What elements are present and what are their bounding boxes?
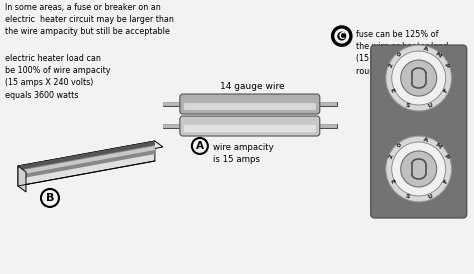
Text: F: F	[443, 179, 449, 185]
Polygon shape	[18, 141, 155, 170]
Circle shape	[192, 138, 208, 154]
Text: S: S	[405, 103, 410, 109]
FancyBboxPatch shape	[184, 125, 316, 132]
Text: A: A	[422, 137, 428, 143]
Circle shape	[332, 26, 352, 46]
Polygon shape	[18, 144, 155, 179]
Text: electric heater load can
be 100% of wire ampacity
(15 amps X 240 volts)
equals 3: electric heater load can be 100% of wire…	[5, 54, 110, 99]
Text: In some areas, a fuse or breaker on an
electric  heater circuit may be larger th: In some areas, a fuse or breaker on an e…	[5, 3, 174, 36]
Text: A: A	[422, 46, 428, 52]
Circle shape	[41, 189, 59, 207]
FancyBboxPatch shape	[184, 103, 316, 110]
Text: fuse can be 125% of
the wire or heater load
(15 amps X 125%) -
roughly 20 amps: fuse can be 125% of the wire or heater l…	[356, 30, 448, 76]
Text: P: P	[443, 153, 449, 159]
Circle shape	[392, 51, 446, 105]
Text: 0: 0	[397, 52, 403, 58]
FancyBboxPatch shape	[371, 45, 467, 218]
Text: E: E	[388, 179, 395, 185]
Text: C: C	[339, 32, 345, 41]
Text: 14 gauge wire: 14 gauge wire	[219, 82, 284, 90]
Text: S: S	[405, 194, 410, 200]
Text: B: B	[46, 193, 54, 203]
Text: U: U	[427, 193, 433, 200]
Polygon shape	[18, 141, 155, 186]
Text: wire ampacity
is 15 amps: wire ampacity is 15 amps	[213, 143, 273, 164]
Text: 0: 0	[397, 142, 403, 149]
Circle shape	[386, 136, 452, 202]
Text: M: M	[434, 142, 442, 150]
Text: E: E	[388, 88, 395, 94]
Circle shape	[386, 45, 452, 111]
Text: U: U	[427, 103, 433, 109]
Polygon shape	[18, 166, 26, 192]
Text: P: P	[443, 62, 449, 68]
Polygon shape	[18, 146, 155, 175]
Text: F: F	[443, 88, 449, 94]
Text: 2: 2	[388, 62, 395, 68]
FancyBboxPatch shape	[180, 94, 320, 114]
Circle shape	[337, 32, 346, 41]
Polygon shape	[18, 141, 163, 172]
Text: M: M	[434, 51, 442, 59]
Circle shape	[401, 151, 437, 187]
Circle shape	[334, 28, 349, 44]
FancyBboxPatch shape	[180, 116, 320, 136]
Text: 2: 2	[388, 153, 395, 159]
Text: A: A	[196, 141, 204, 151]
Circle shape	[401, 60, 437, 96]
Circle shape	[392, 142, 446, 196]
